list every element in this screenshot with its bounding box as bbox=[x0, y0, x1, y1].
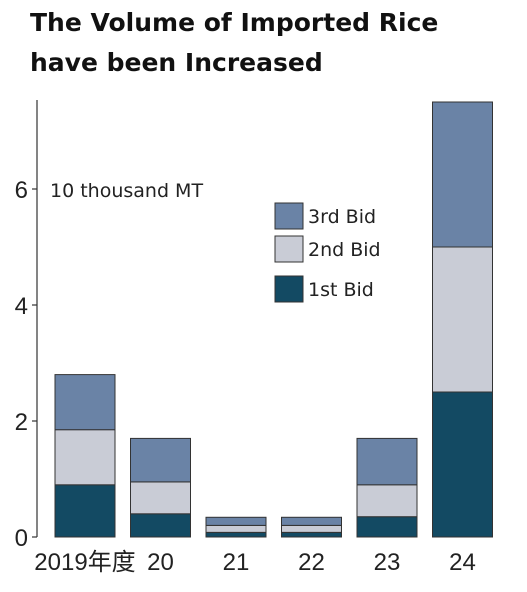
x-category-label: 21 bbox=[223, 549, 250, 576]
y-ticks-layer: 0 2 4 6 bbox=[15, 177, 37, 552]
y-tick-label: 6 bbox=[15, 177, 28, 204]
bar-segment-2-3 bbox=[205, 524, 267, 533]
y-tick-label: 2 bbox=[15, 409, 28, 436]
bar-segment-1-3 bbox=[205, 531, 267, 538]
y-tick-label: 4 bbox=[15, 293, 28, 320]
bar-segment-2-5 bbox=[356, 484, 418, 518]
bar-segment-2-1 bbox=[54, 429, 116, 486]
legend-swatch bbox=[274, 235, 304, 263]
legend: 3rd Bid 2nd Bid 1st Bid bbox=[274, 202, 381, 303]
bars-layer bbox=[54, 101, 493, 538]
chart-title-line-2: have been Increased bbox=[30, 48, 323, 77]
bar-segment-1-4 bbox=[281, 531, 342, 538]
x-category-label: 2019年度 bbox=[34, 549, 135, 576]
legend-swatch bbox=[274, 202, 304, 230]
legend-label: 3rd Bid bbox=[308, 206, 376, 228]
bar-segment-3-2 bbox=[130, 437, 191, 483]
y-tick-label: 0 bbox=[15, 525, 28, 552]
bar-segment-3-6 bbox=[432, 101, 493, 248]
legend-label: 1st Bid bbox=[308, 279, 374, 301]
bar-segment-1-2 bbox=[130, 513, 191, 538]
bar-segment-3-4 bbox=[281, 516, 342, 526]
bar-segment-2-4 bbox=[281, 524, 342, 533]
bar-segment-1-6 bbox=[432, 391, 493, 538]
legend-label: 2nd Bid bbox=[308, 239, 381, 261]
bar-segment-2-6 bbox=[432, 246, 493, 393]
bar-segment-1-1 bbox=[54, 484, 116, 538]
bar-segment-2-2 bbox=[130, 481, 191, 515]
x-category-label: 20 bbox=[147, 549, 174, 576]
x-category-label: 23 bbox=[374, 549, 401, 576]
x-category-label: 24 bbox=[449, 549, 476, 576]
chart-title-line-1: The Volume of Imported Rice bbox=[30, 8, 439, 37]
bar-segment-3-5 bbox=[356, 437, 418, 486]
bar-segment-1-5 bbox=[356, 516, 418, 538]
legend-swatch bbox=[274, 275, 304, 303]
bar-segment-3-1 bbox=[54, 374, 116, 431]
unit-label: 10 thousand MT bbox=[50, 180, 203, 202]
x-category-label: 22 bbox=[298, 549, 325, 576]
bar-segment-3-3 bbox=[205, 516, 267, 526]
x-category-labels: 2019年度 20 21 22 23 24 bbox=[34, 549, 476, 576]
